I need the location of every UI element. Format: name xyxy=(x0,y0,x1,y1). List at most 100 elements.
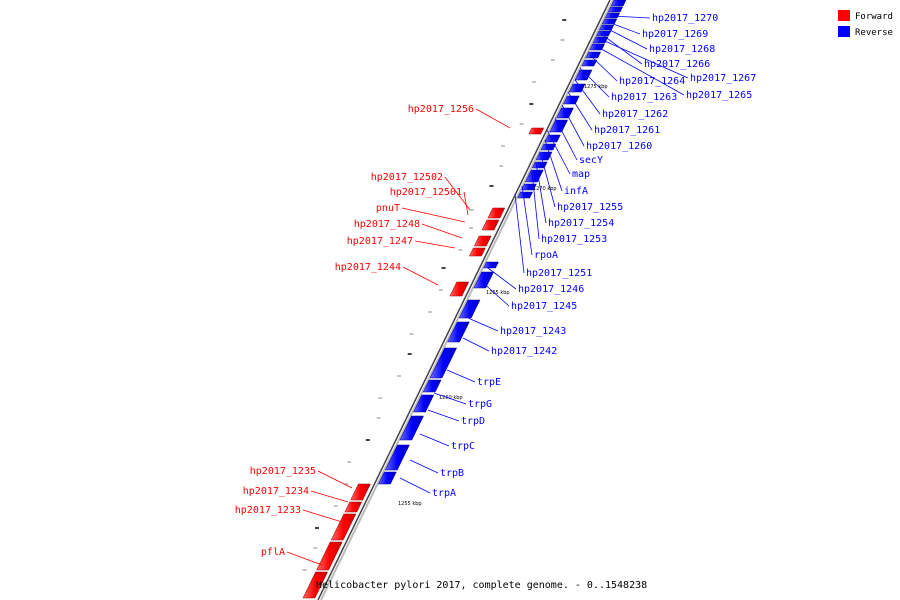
gene-label[interactable]: hp2017_1269 xyxy=(642,29,708,40)
gene-label[interactable]: hp2017_1244 xyxy=(335,262,401,273)
reverse-gene[interactable] xyxy=(447,321,470,343)
gene-label[interactable]: hp2017_1251 xyxy=(526,268,592,279)
reverse-gene[interactable] xyxy=(544,134,561,143)
kbp-tick-label: 1260 kbp xyxy=(439,395,463,401)
gene-label[interactable]: hp2017_1242 xyxy=(491,346,557,357)
reverse-gene[interactable] xyxy=(473,271,495,289)
gene-label[interactable]: hp2017_1253 xyxy=(541,234,607,245)
forward-gene[interactable] xyxy=(316,541,343,571)
reverse-gene[interactable] xyxy=(384,444,410,471)
label-leader xyxy=(603,26,648,50)
gene-label[interactable]: hp2017_1255 xyxy=(557,202,623,213)
label-leader xyxy=(399,477,431,494)
gene-label[interactable]: trpE xyxy=(477,377,501,388)
forward-gene[interactable] xyxy=(302,571,329,599)
gene-label[interactable]: hp2017_1265 xyxy=(686,90,752,101)
gene-label[interactable]: secY xyxy=(579,155,603,166)
reverse-gene[interactable] xyxy=(422,379,442,393)
gene-label[interactable]: hp2017_1248 xyxy=(354,219,420,230)
gene-label[interactable]: infA xyxy=(564,186,588,197)
forward-gene[interactable] xyxy=(469,247,486,257)
gene-label[interactable]: hp2017_1267 xyxy=(690,73,756,84)
gene-label[interactable]: hp2017_12502 xyxy=(371,172,443,183)
gene-label[interactable]: hp2017_1268 xyxy=(649,44,715,55)
reverse-gene[interactable] xyxy=(549,119,568,133)
reverse-gene[interactable] xyxy=(568,83,586,93)
reverse-gene[interactable] xyxy=(585,51,602,59)
kbp-tick-label: 1270 kbp xyxy=(533,186,557,192)
label-leader xyxy=(302,509,343,523)
gene-label[interactable]: hp2017_1263 xyxy=(611,92,677,103)
kbp-tick-label: 1255 kbp xyxy=(398,501,422,507)
gene-label[interactable]: trpB xyxy=(440,468,464,479)
gene-label[interactable]: trpA xyxy=(432,488,456,499)
forward-gene[interactable] xyxy=(481,219,500,231)
gene-label[interactable]: hp2017_1262 xyxy=(602,109,668,120)
gene-label[interactable]: hp2017_1247 xyxy=(347,236,413,247)
label-leader xyxy=(401,207,466,223)
reverse-gene[interactable] xyxy=(517,191,533,199)
gene-label[interactable]: hp2017_1254 xyxy=(548,218,614,229)
reverse-gene[interactable] xyxy=(596,30,612,37)
gene-label[interactable]: hp2017_1261 xyxy=(594,125,660,136)
reverse-gene[interactable] xyxy=(525,169,544,183)
gene-label[interactable]: hp2017_1270 xyxy=(652,13,718,24)
reverse-gene[interactable] xyxy=(535,151,553,161)
gene-label[interactable]: trpG xyxy=(468,399,492,410)
gene-label[interactable]: pflA xyxy=(261,547,285,558)
reverse-gene[interactable] xyxy=(574,69,593,81)
label-leader xyxy=(521,185,533,256)
label-leader xyxy=(479,279,510,307)
forward-gene[interactable] xyxy=(473,235,492,247)
forward-gene[interactable] xyxy=(344,501,363,513)
forward-gene[interactable] xyxy=(528,127,545,135)
label-leader xyxy=(467,317,499,332)
kbp-tick-label: 1265 kbp xyxy=(486,290,510,296)
label-leader xyxy=(317,470,353,489)
gene-label[interactable]: pnuT xyxy=(376,203,400,214)
gene-label[interactable]: hp2017_1235 xyxy=(250,466,316,477)
reverse-gene[interactable] xyxy=(378,471,397,485)
forward-gene[interactable] xyxy=(330,513,357,541)
gene-label[interactable]: trpD xyxy=(461,416,485,427)
gene-label[interactable]: hp2017_1233 xyxy=(235,505,301,516)
gene-label[interactable]: trpC xyxy=(451,441,475,452)
gene-label[interactable]: hp2017_1266 xyxy=(644,59,710,70)
label-leader xyxy=(607,21,641,35)
gene-label[interactable]: hp2017_1243 xyxy=(500,326,566,337)
reverse-gene[interactable] xyxy=(399,415,424,441)
tick-layer: 1275 kbp 1270 kbp 1265 kbp 1260 kbp 1255 kbp xyxy=(302,19,608,571)
reverse-gene[interactable] xyxy=(601,18,618,25)
reverse-gene[interactable] xyxy=(607,6,623,13)
label-leader xyxy=(433,392,467,405)
forward-gene[interactable] xyxy=(449,281,470,297)
label-leader xyxy=(554,117,578,161)
leader-layer xyxy=(286,15,689,566)
reverse-gene[interactable] xyxy=(581,59,598,67)
gene-label[interactable]: hp2017_12501 xyxy=(390,187,462,198)
legend-reverse-label: Reverse xyxy=(855,28,893,38)
gene-label[interactable]: map xyxy=(572,169,590,180)
legend-forward-swatch xyxy=(838,10,850,21)
gene-label[interactable]: hp2017_1264 xyxy=(619,76,685,87)
reverse-gene[interactable] xyxy=(483,261,499,269)
reverse-gene[interactable] xyxy=(610,0,627,7)
gene-label[interactable]: hp2017_1245 xyxy=(511,301,577,312)
forward-gene[interactable] xyxy=(350,483,371,501)
label-leader xyxy=(462,337,490,352)
gene-label[interactable]: rpoA xyxy=(534,250,558,261)
reverse-gene[interactable] xyxy=(531,161,548,169)
label-leader xyxy=(574,79,601,115)
gene-label[interactable]: hp2017_1260 xyxy=(586,141,652,152)
reverse-gene[interactable] xyxy=(429,347,458,379)
gene-label[interactable]: hp2017_1256 xyxy=(408,104,474,115)
reverse-gene[interactable] xyxy=(604,12,621,19)
reverse-gene[interactable] xyxy=(413,394,435,413)
reverse-gene[interactable] xyxy=(458,299,481,319)
reverse-gene[interactable] xyxy=(540,143,557,151)
gene-label[interactable]: hp2017_1234 xyxy=(243,486,309,497)
gene-label[interactable]: hp2017_1246 xyxy=(518,284,584,295)
forward-gene[interactable] xyxy=(487,207,506,219)
reverse-gene[interactable] xyxy=(598,24,615,31)
reverse-gene[interactable] xyxy=(592,36,609,44)
